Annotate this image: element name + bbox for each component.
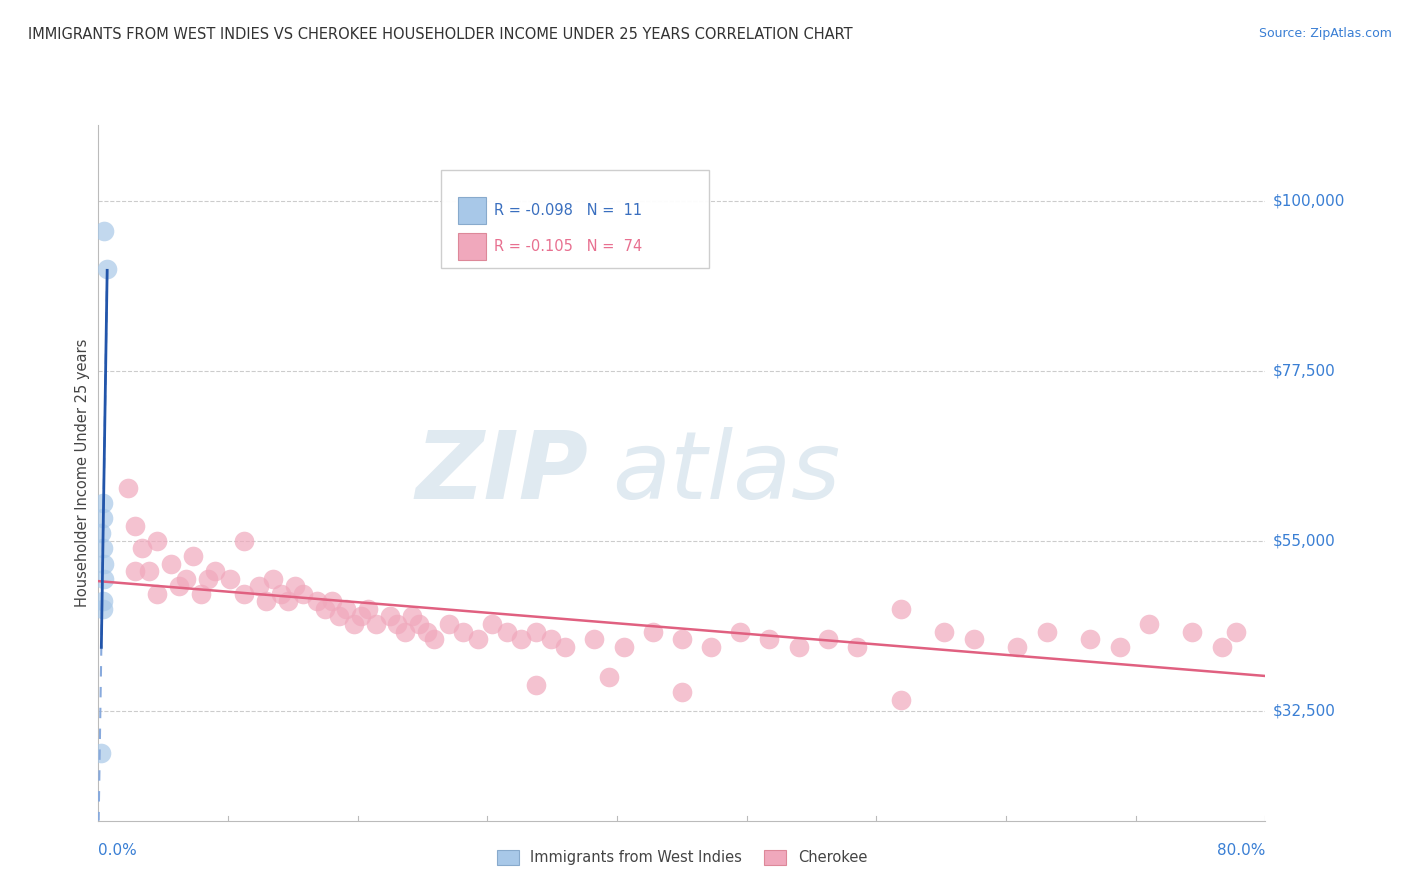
Y-axis label: Householder Income Under 25 years: Householder Income Under 25 years [75,339,90,607]
Point [510,632,533,647]
Point [91,496,114,510]
Legend: Immigrants from West Indies, Cherokee: Immigrants from West Indies, Cherokee [489,843,875,872]
Point [890,602,912,616]
Point [423,632,446,647]
Text: atlas: atlas [612,427,841,518]
Point [91,594,114,608]
Point [90,526,112,541]
Point [233,533,256,548]
Point [1035,624,1057,639]
Text: $32,500: $32,500 [1272,704,1336,718]
Point [583,632,606,647]
Point [321,594,343,608]
Text: IMMIGRANTS FROM WEST INDIES VS CHEROKEE HOUSEHOLDER INCOME UNDER 25 YEARS CORREL: IMMIGRANTS FROM WEST INDIES VS CHEROKEE … [28,27,853,42]
Point [174,572,197,586]
Point [218,572,240,586]
Point [270,587,292,601]
Point [197,572,219,586]
Point [91,541,114,556]
Point [328,609,350,624]
Text: R = -0.105   N =  74: R = -0.105 N = 74 [494,239,641,253]
Point [671,685,693,699]
Text: ZIP: ZIP [416,426,589,519]
Point [96,261,118,276]
Point [247,579,270,593]
Point [415,624,437,639]
Point [1080,632,1102,647]
Point [314,602,336,616]
Text: 80.0%: 80.0% [1218,843,1265,858]
Point [495,624,517,639]
Point [1181,624,1204,639]
Point [93,224,115,238]
Point [181,549,204,563]
Point [160,557,183,571]
Point [540,632,562,647]
Point [131,541,153,556]
Point [1108,640,1130,654]
Text: Source: ZipAtlas.com: Source: ZipAtlas.com [1258,27,1392,40]
Text: R = -0.098   N =  11: R = -0.098 N = 11 [494,203,641,218]
Point [93,557,115,571]
Point [934,624,956,639]
Point [124,564,146,578]
Point [437,617,460,632]
Point [335,602,357,616]
Point [817,632,839,647]
Point [728,624,751,639]
Point [451,624,474,639]
Point [700,640,723,654]
Text: $77,500: $77,500 [1272,363,1336,378]
Point [598,670,620,684]
Point [890,692,912,706]
Point [343,617,366,632]
Point [408,617,430,632]
Point [641,624,664,639]
Point [277,594,299,608]
Point [117,481,139,495]
Point [357,602,380,616]
Point [291,587,314,601]
Point [167,579,190,593]
Point [307,594,329,608]
Point [612,640,634,654]
Text: $100,000: $100,000 [1272,193,1344,208]
Point [481,617,503,632]
Point [671,632,693,647]
Point [524,677,547,691]
Point [554,640,576,654]
Point [758,632,780,647]
Point [91,602,114,616]
Point [467,632,489,647]
Point [524,624,547,639]
Point [1137,617,1160,632]
Point [262,572,284,586]
Point [91,511,114,525]
Point [1007,640,1029,654]
Point [233,587,256,601]
Point [378,609,402,624]
Point [962,632,984,647]
Point [394,624,416,639]
Point [124,518,146,533]
Point [401,609,423,624]
Point [90,746,112,760]
Point [387,617,409,632]
Point [787,640,810,654]
Point [146,533,169,548]
Point [1225,624,1247,639]
Point [254,594,277,608]
Point [284,579,307,593]
Point [1211,640,1233,654]
Point [93,572,115,586]
Point [845,640,868,654]
Point [364,617,387,632]
Text: 0.0%: 0.0% [98,843,138,858]
Point [190,587,212,601]
Point [138,564,160,578]
Text: $55,000: $55,000 [1272,533,1336,549]
Point [350,609,373,624]
Point [204,564,226,578]
Point [146,587,169,601]
